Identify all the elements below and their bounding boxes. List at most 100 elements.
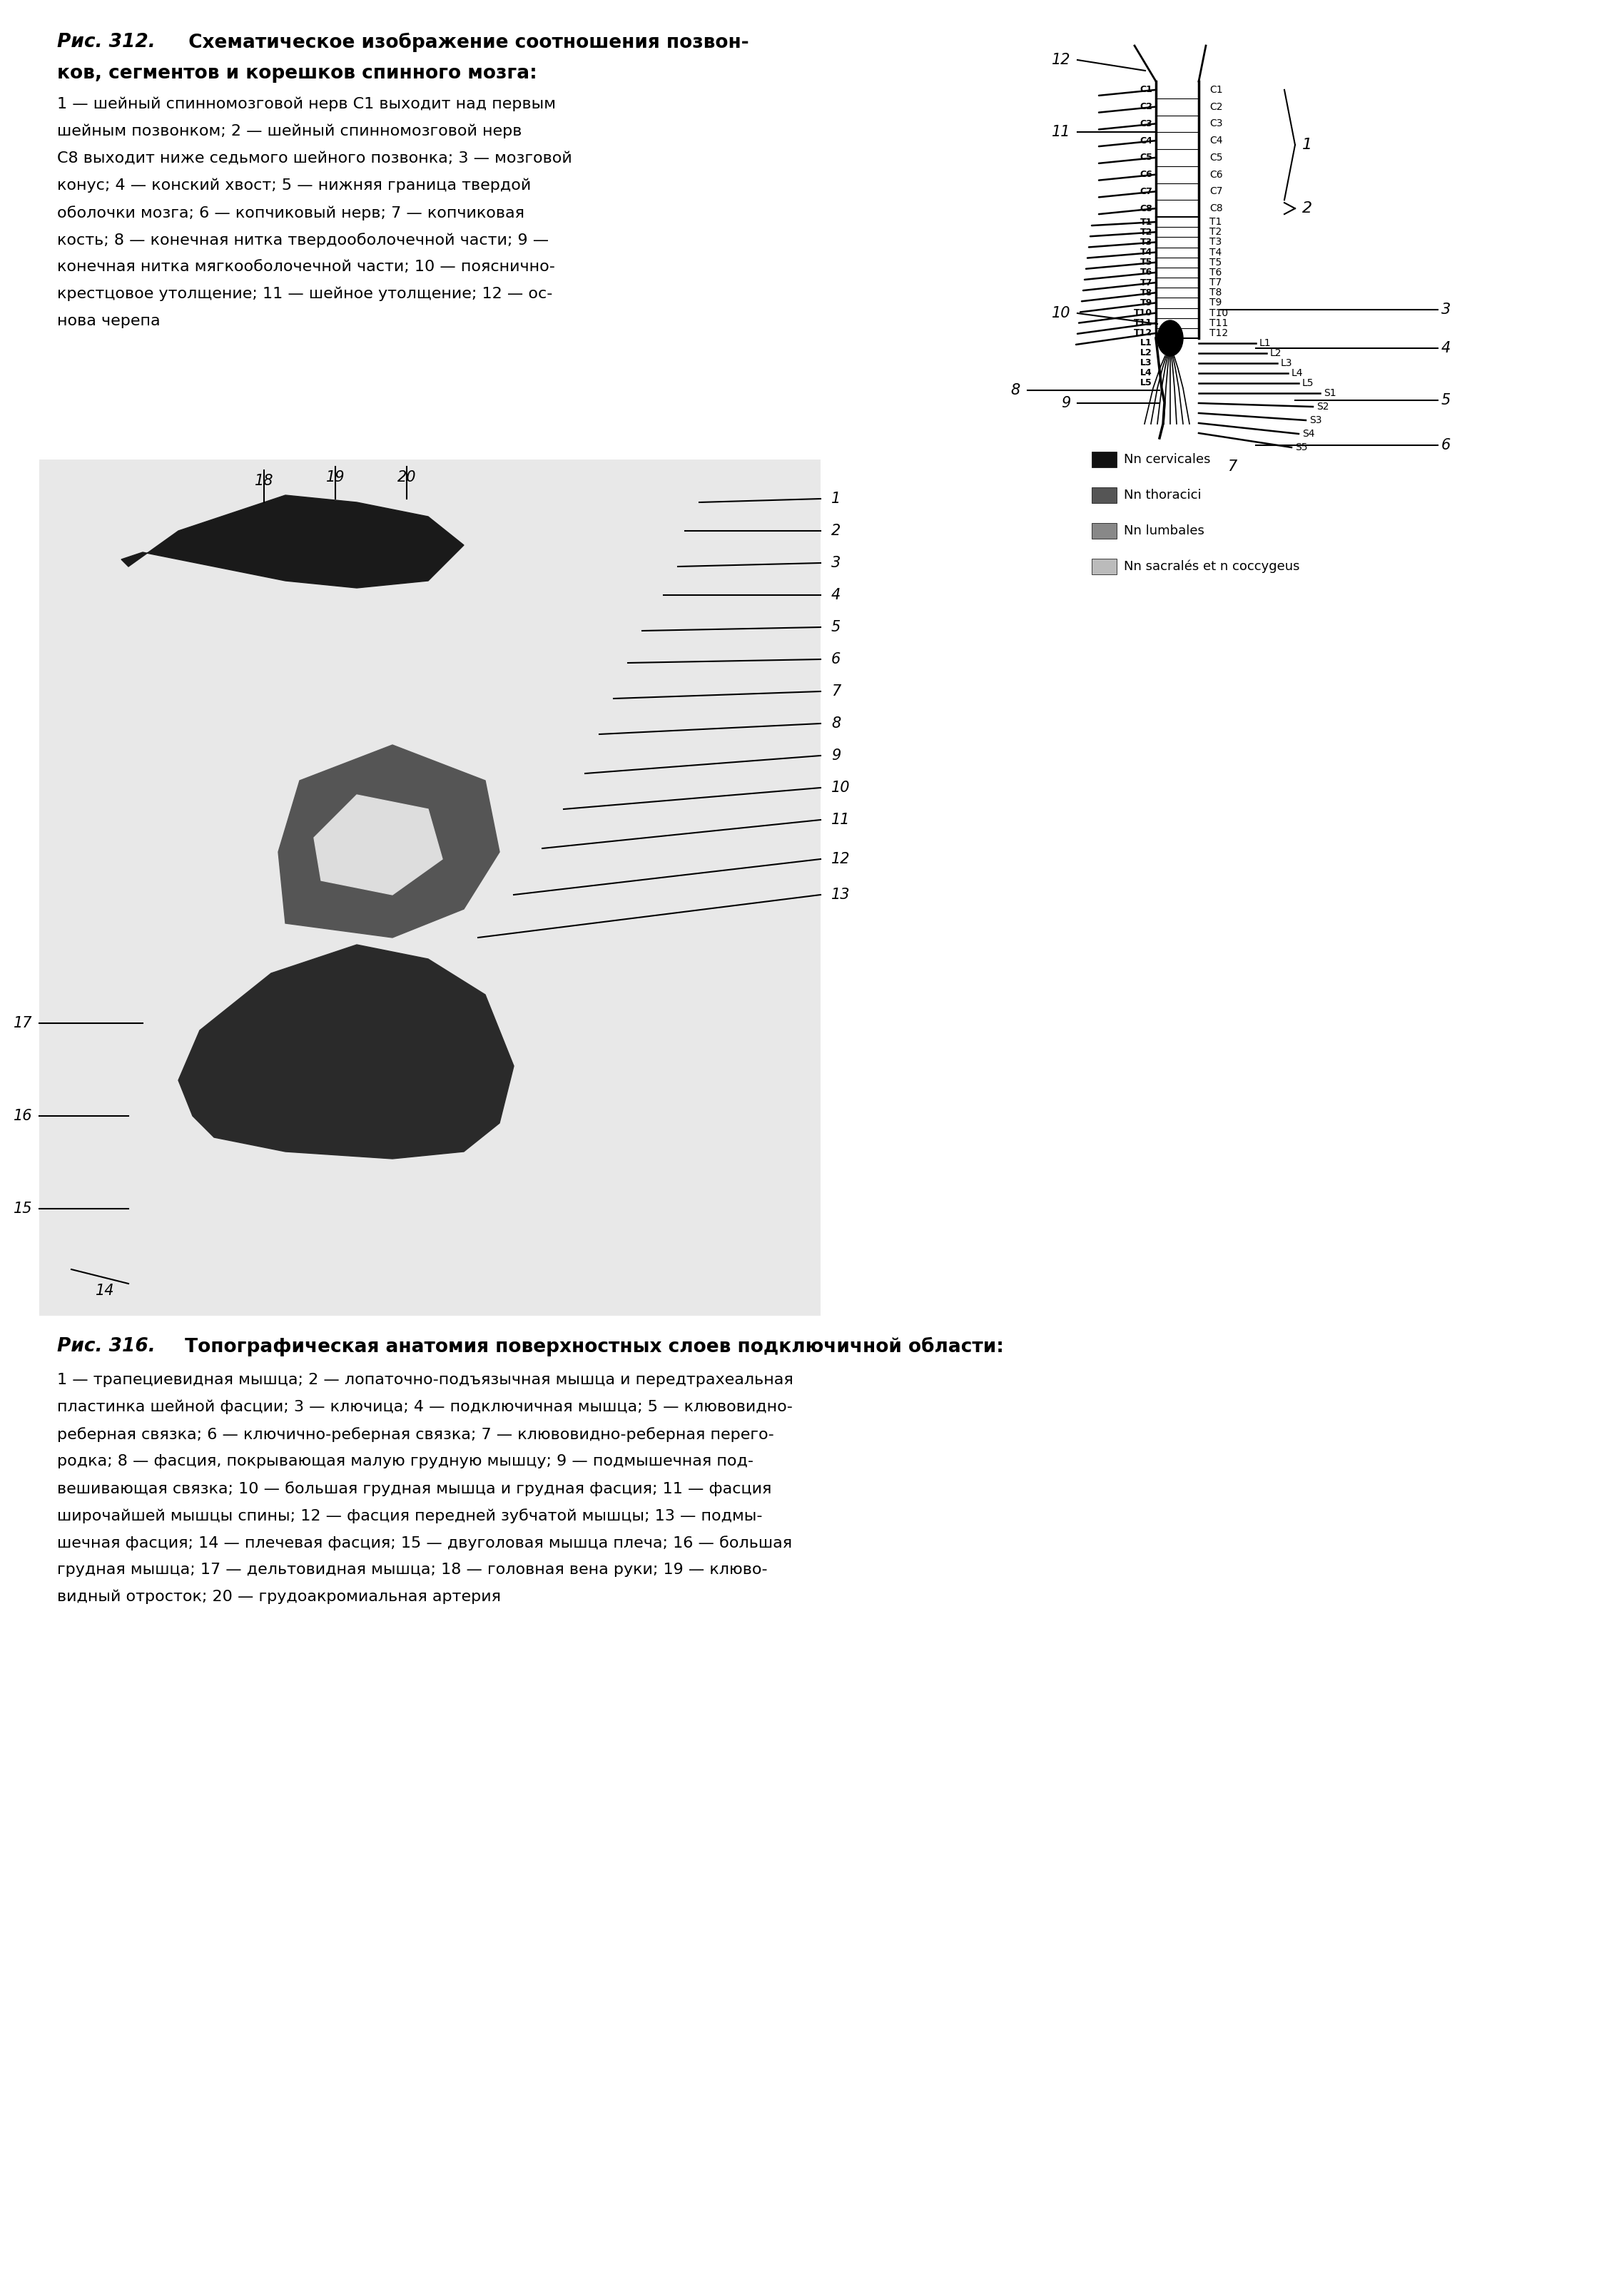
- Text: 1 — шейный спинномозговой нерв С1 выходит над первым: 1 — шейный спинномозговой нерв С1 выходи…: [57, 98, 555, 112]
- Polygon shape: [122, 495, 464, 588]
- Text: C2: C2: [1210, 103, 1223, 112]
- Text: Nn thoracici: Nn thoracici: [1124, 488, 1202, 501]
- Text: T9: T9: [1140, 299, 1153, 308]
- Text: реберная связка; 6 — ключично-реберная связка; 7 — клювовидно-реберная перего-: реберная связка; 6 — ключично-реберная с…: [57, 1427, 775, 1443]
- Text: 1: 1: [831, 492, 841, 506]
- Text: 11: 11: [831, 814, 851, 827]
- Text: Схематическое изображение соотношения позвон-: Схематическое изображение соотношения по…: [182, 32, 749, 52]
- Text: 12: 12: [1051, 52, 1070, 66]
- Text: С8 выходит ниже седьмого шейного позвонка; 3 — мозговой: С8 выходит ниже седьмого шейного позвонк…: [57, 150, 572, 166]
- Bar: [1091, 522, 1117, 538]
- Text: S3: S3: [1309, 415, 1322, 426]
- Bar: [1091, 451, 1117, 467]
- Text: C4: C4: [1210, 137, 1223, 146]
- Text: S5: S5: [1294, 442, 1307, 451]
- Text: Топографическая анатомия поверхностных слоев подключичной области:: Топографическая анатомия поверхностных с…: [179, 1338, 1004, 1356]
- Text: широчайшей мышцы спины; 12 — фасция передней зубчатой мышцы; 13 — подмы-: широчайшей мышцы спины; 12 — фасция пере…: [57, 1509, 762, 1522]
- Text: C1: C1: [1140, 84, 1153, 93]
- Text: C5: C5: [1210, 153, 1223, 162]
- Text: Nn lumbales: Nn lumbales: [1124, 524, 1205, 538]
- Text: 5: 5: [831, 620, 841, 634]
- Text: конечная нитка мягкооболочечной части; 10 — пояснично-: конечная нитка мягкооболочечной части; 1…: [57, 260, 555, 273]
- Text: T11: T11: [1134, 319, 1153, 328]
- Text: 13: 13: [831, 887, 851, 902]
- Text: L2: L2: [1270, 349, 1281, 358]
- Text: T4: T4: [1140, 248, 1153, 258]
- Text: 16: 16: [13, 1110, 32, 1124]
- Text: T10: T10: [1134, 308, 1153, 317]
- Text: пластинка шейной фасции; 3 — ключица; 4 — подключичная мышца; 5 — клювовидно-: пластинка шейной фасции; 3 — ключица; 4 …: [57, 1399, 793, 1415]
- Text: 12: 12: [831, 852, 851, 866]
- Text: конус; 4 — конский хвост; 5 — нижняя граница твердой: конус; 4 — конский хвост; 5 — нижняя гра…: [57, 178, 531, 194]
- Text: T12: T12: [1210, 328, 1228, 337]
- Text: L1: L1: [1140, 340, 1153, 349]
- Text: 17: 17: [13, 1016, 32, 1030]
- Text: T3: T3: [1210, 237, 1221, 246]
- Text: T8: T8: [1140, 287, 1153, 296]
- Text: T2: T2: [1210, 228, 1221, 237]
- Text: шечная фасция; 14 — плечевая фасция; 15 — двуголовая мышца плеча; 16 — большая: шечная фасция; 14 — плечевая фасция; 15 …: [57, 1536, 793, 1550]
- Text: Nn sacralés et n coccygeus: Nn sacralés et n coccygeus: [1124, 561, 1299, 572]
- Text: C2: C2: [1140, 103, 1153, 112]
- Text: C1: C1: [1210, 84, 1223, 96]
- Text: родка; 8 — фасция, покрывающая малую грудную мышцу; 9 — подмышечная под-: родка; 8 — фасция, покрывающая малую гру…: [57, 1454, 754, 1468]
- Text: 10: 10: [1051, 305, 1070, 321]
- Bar: [39, 460, 820, 1315]
- Text: C8: C8: [1210, 203, 1223, 214]
- Text: T8: T8: [1210, 287, 1221, 299]
- Text: 8: 8: [831, 716, 841, 732]
- Text: L5: L5: [1140, 378, 1153, 387]
- Text: L3: L3: [1281, 358, 1293, 369]
- Text: T5: T5: [1210, 258, 1221, 267]
- Text: вешивающая связка; 10 — большая грудная мышца и грудная фасция; 11 — фасция: вешивающая связка; 10 — большая грудная …: [57, 1481, 771, 1495]
- Text: 19: 19: [326, 469, 344, 485]
- Text: Рис. 316.: Рис. 316.: [57, 1338, 156, 1356]
- Text: T1: T1: [1140, 217, 1153, 226]
- Text: T1: T1: [1210, 217, 1221, 228]
- Text: C7: C7: [1140, 187, 1153, 196]
- Text: C3: C3: [1140, 119, 1153, 128]
- Text: C8: C8: [1140, 203, 1153, 212]
- Text: 11: 11: [1051, 125, 1070, 139]
- Text: C6: C6: [1140, 171, 1153, 180]
- Text: нова черепа: нова черепа: [57, 315, 161, 328]
- Text: 7: 7: [831, 684, 841, 700]
- Text: L2: L2: [1140, 349, 1153, 358]
- Text: 8: 8: [1010, 383, 1020, 397]
- Text: 14: 14: [96, 1283, 114, 1299]
- Text: 20: 20: [398, 469, 416, 485]
- Text: 6: 6: [831, 652, 841, 665]
- Text: 18: 18: [255, 474, 273, 488]
- Text: S1: S1: [1324, 387, 1337, 399]
- Ellipse shape: [1158, 321, 1182, 356]
- Text: C5: C5: [1140, 153, 1153, 162]
- Bar: [1091, 558, 1117, 574]
- Text: видный отросток; 20 — грудоакромиальная артерия: видный отросток; 20 — грудоакромиальная …: [57, 1591, 500, 1604]
- Text: 1: 1: [1302, 137, 1312, 153]
- Text: грудная мышца; 17 — дельтовидная мышца; 18 — головная вена руки; 19 — клюво-: грудная мышца; 17 — дельтовидная мышца; …: [57, 1563, 768, 1577]
- Text: T5: T5: [1140, 258, 1153, 267]
- Text: T10: T10: [1210, 308, 1228, 319]
- Text: L3: L3: [1140, 358, 1153, 367]
- Text: 3: 3: [831, 556, 841, 570]
- Text: C6: C6: [1210, 169, 1223, 180]
- Text: крестцовое утолщение; 11 — шейное утолщение; 12 — ос-: крестцовое утолщение; 11 — шейное утолще…: [57, 287, 552, 301]
- Text: оболочки мозга; 6 — копчиковый нерв; 7 — копчиковая: оболочки мозга; 6 — копчиковый нерв; 7 —…: [57, 205, 525, 221]
- Text: T3: T3: [1140, 237, 1153, 246]
- Text: T4: T4: [1210, 248, 1221, 258]
- Text: Рис. 312.: Рис. 312.: [57, 32, 156, 52]
- Text: T7: T7: [1140, 278, 1153, 287]
- Text: 15: 15: [13, 1201, 32, 1217]
- Text: T7: T7: [1210, 278, 1221, 287]
- Text: 3: 3: [1442, 303, 1450, 317]
- Text: T11: T11: [1210, 319, 1228, 328]
- Text: L1: L1: [1259, 337, 1272, 349]
- Polygon shape: [179, 946, 513, 1158]
- Text: T6: T6: [1210, 267, 1221, 278]
- Text: 7: 7: [1228, 460, 1237, 474]
- Text: 9: 9: [831, 748, 841, 763]
- Text: 5: 5: [1442, 392, 1450, 408]
- Text: 1 — трапециевидная мышца; 2 — лопаточно-подъязычная мышца и передтрахеальная: 1 — трапециевидная мышца; 2 — лопаточно-…: [57, 1372, 793, 1388]
- Text: 9: 9: [1060, 397, 1070, 410]
- Text: 6: 6: [1442, 438, 1450, 451]
